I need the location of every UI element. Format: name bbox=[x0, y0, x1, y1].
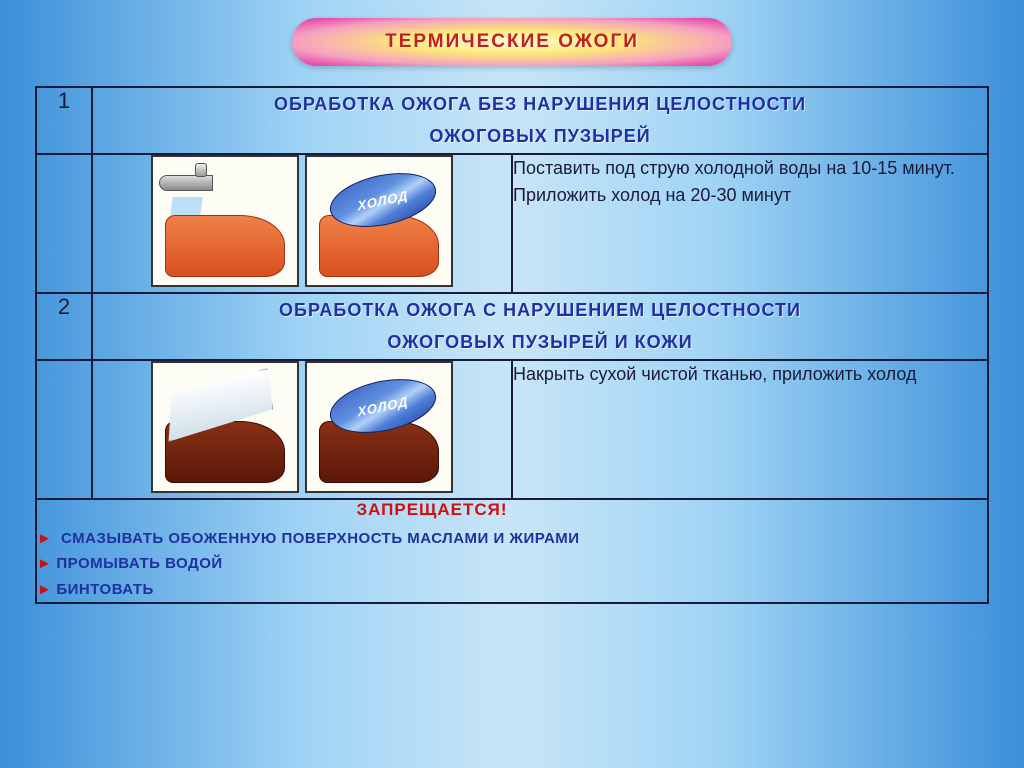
illustration-coldpack-on-burned-foot: ХОЛОД bbox=[305, 361, 453, 493]
section2-header-line2: ОЖОГОВЫХ ПУЗЫРЕЙ И КОЖИ bbox=[93, 326, 987, 358]
section2-number: 2 bbox=[36, 293, 92, 360]
section2-illustrations: ХОЛОД bbox=[92, 360, 512, 499]
burns-table: 1 ОБРАБОТКА ОЖОГА БЕЗ НАРУШЕНИЯ ЦЕЛОСТНО… bbox=[35, 86, 989, 604]
section1-illustrations: ХОЛОД bbox=[92, 154, 512, 293]
page-title-pill: ТЕРМИЧЕСКИЕ ОЖОГИ bbox=[292, 18, 732, 66]
foot-icon bbox=[165, 215, 285, 277]
section1-number: 1 bbox=[36, 87, 92, 154]
coldpack-label: ХОЛОД bbox=[357, 393, 409, 419]
section2-description: Накрыть сухой чистой тканью, приложить х… bbox=[512, 360, 988, 499]
warning-title: ЗАПРЕЩАЕТСЯ! bbox=[0, 500, 987, 520]
section2-header: ОБРАБОТКА ОЖОГА С НАРУШЕНИЕМ ЦЕЛОСТНОСТИ… bbox=[92, 293, 988, 360]
bullet-icon: ► bbox=[37, 530, 52, 547]
bullet-icon: ► bbox=[37, 555, 52, 572]
section1-description: Поставить под струю холодной воды на 10-… bbox=[512, 154, 988, 293]
section2-spacer bbox=[36, 360, 92, 499]
illustration-cloth-on-foot bbox=[151, 361, 299, 493]
warning-section: ЗАПРЕЩАЕТСЯ! ► СМАЗЫВАТЬ ОБОЖЕННУЮ ПОВЕР… bbox=[36, 499, 988, 604]
section1-header-line2: ОЖОГОВЫХ ПУЗЫРЕЙ bbox=[93, 120, 987, 152]
bullet-icon: ► bbox=[37, 581, 52, 598]
section1-header: ОБРАБОТКА ОЖОГА БЕЗ НАРУШЕНИЯ ЦЕЛОСТНОСТ… bbox=[92, 87, 988, 154]
warning-item-3: ►БИНТОВАТЬ bbox=[37, 577, 987, 603]
warning-item-2: ►ПРОМЫВАТЬ ВОДОЙ bbox=[37, 551, 987, 577]
illustration-water-on-foot bbox=[151, 155, 299, 287]
section2-header-line1: ОБРАБОТКА ОЖОГА С НАРУШЕНИЕМ ЦЕЛОСТНОСТИ bbox=[93, 294, 987, 326]
page-title: ТЕРМИЧЕСКИЕ ОЖОГИ bbox=[385, 31, 639, 53]
section1-spacer bbox=[36, 154, 92, 293]
section1-header-line1: ОБРАБОТКА ОЖОГА БЕЗ НАРУШЕНИЯ ЦЕЛОСТНОСТ… bbox=[93, 88, 987, 120]
warning-item-1: ► СМАЗЫВАТЬ ОБОЖЕННУЮ ПОВЕРХНОСТЬ МАСЛАМ… bbox=[37, 526, 987, 552]
illustration-coldpack-on-foot: ХОЛОД bbox=[305, 155, 453, 287]
coldpack-label: ХОЛОД bbox=[357, 187, 409, 213]
